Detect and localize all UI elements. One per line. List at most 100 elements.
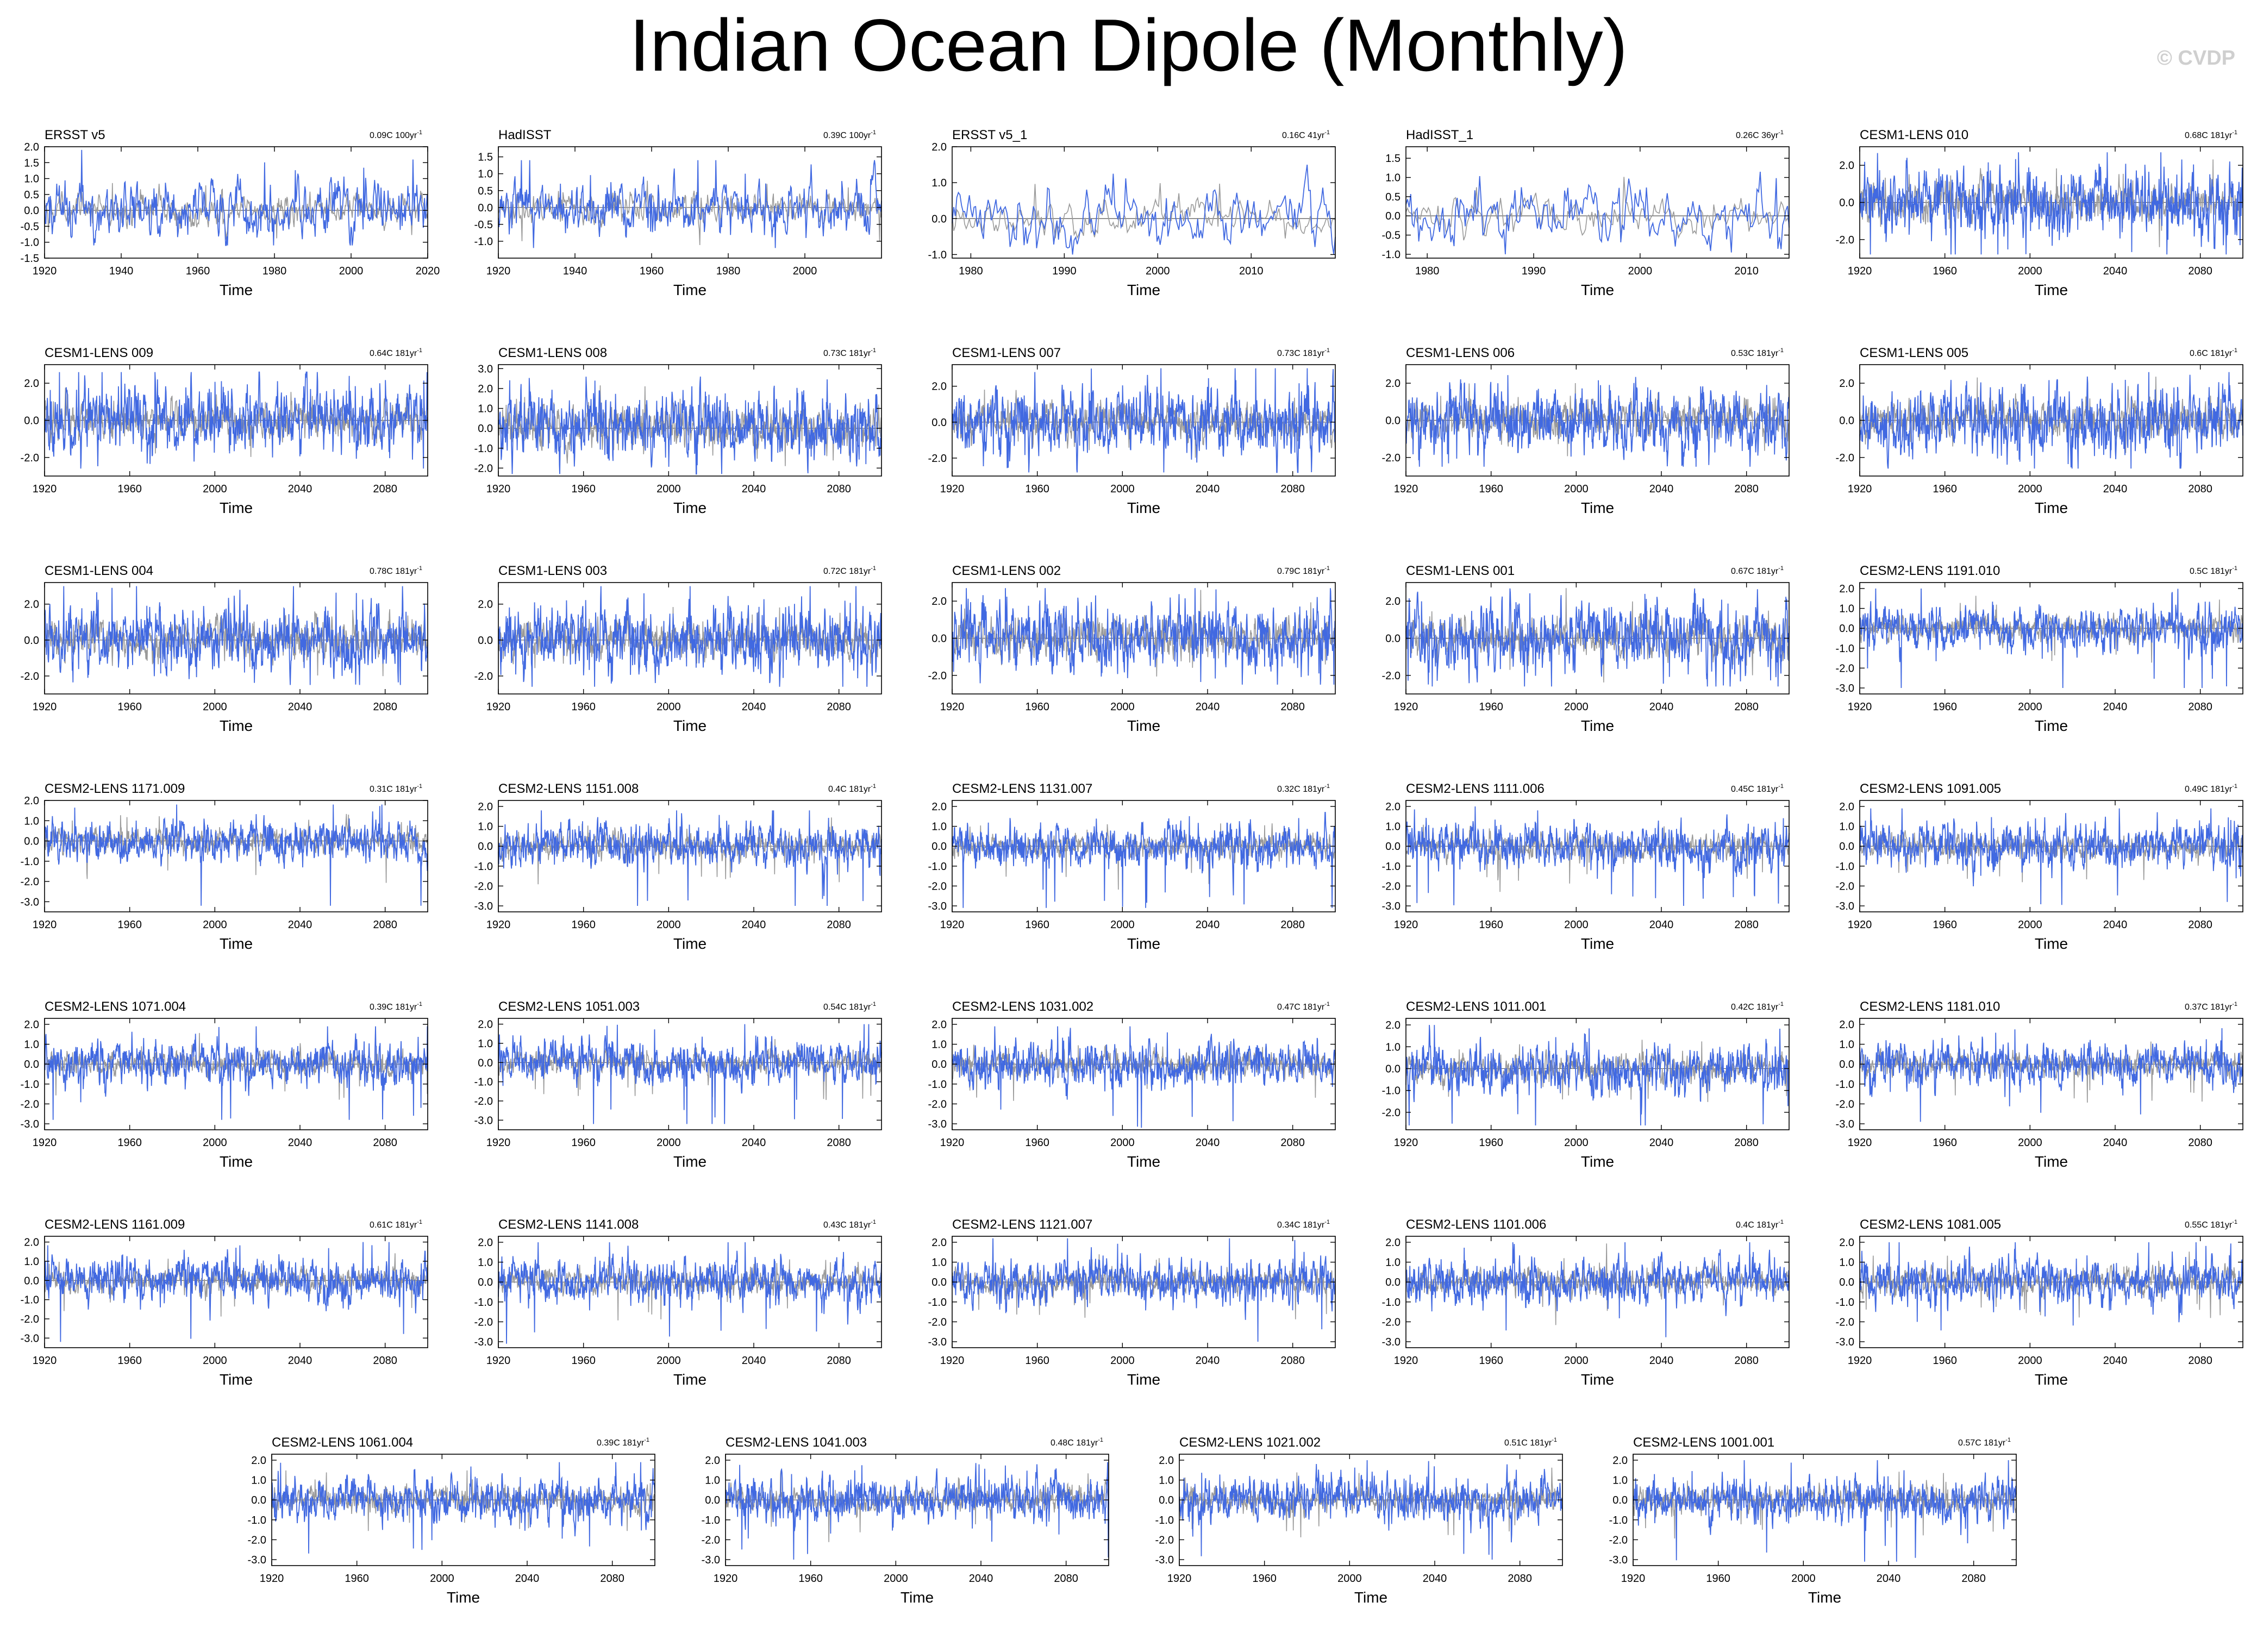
y-tick-label: 1.0	[1839, 821, 1854, 833]
y-tick-label: -2.0	[21, 1098, 39, 1110]
y-tick-label: 1.5	[478, 152, 493, 164]
y-tick-label: -1.0	[1382, 1085, 1401, 1097]
y-tick-label: -2.0	[928, 880, 947, 892]
y-tick-label: -1.0	[1836, 643, 1854, 655]
trend-label: 0.53C 181yr-1	[1731, 347, 1784, 358]
x-tick-label: 2040	[2103, 1355, 2128, 1367]
trend-label: 0.39C 181yr-1	[370, 1001, 422, 1012]
x-tick-label: 2080	[1508, 1573, 1532, 1585]
plot-frame	[725, 1454, 1109, 1566]
x-tick-label: 1960	[186, 265, 210, 277]
y-tick-label: 0.0	[931, 213, 947, 225]
trend-label: 0.57C 181yr-1	[1958, 1437, 2011, 1448]
x-tick-label: 2000	[203, 701, 227, 713]
x-tick-label: 2080	[373, 1137, 397, 1149]
x-tick-label: 1920	[486, 483, 511, 495]
x-axis-label: Time	[447, 1589, 480, 1606]
y-tick-label: -2.0	[21, 671, 39, 683]
plot-frame	[498, 1018, 882, 1130]
series-line	[952, 164, 1336, 255]
plot-frame	[44, 582, 428, 694]
panel-title: CESM2-LENS 1021.002	[1179, 1435, 1321, 1450]
y-tick-label: -3.0	[21, 1118, 39, 1130]
y-tick-label: 1.0	[931, 177, 947, 189]
x-tick-label: 1920	[940, 701, 965, 713]
y-tick-label: -2.0	[928, 670, 947, 682]
x-tick-label: 2040	[2103, 265, 2128, 277]
y-tick-label: -3.0	[21, 896, 39, 908]
x-tick-label: 2040	[1649, 483, 1674, 495]
panel-title: CESM1-LENS 007	[952, 346, 1061, 360]
x-tick-label: 1960	[1479, 1355, 1503, 1367]
plot-frame	[952, 146, 1336, 259]
y-tick-label: 1.0	[24, 1039, 39, 1051]
trend-label: 0.26C 36yr-1	[1736, 129, 1784, 140]
panel-title: CESM2-LENS 1121.007	[952, 1217, 1092, 1232]
y-tick-label: -2.0	[702, 1534, 720, 1546]
series-line	[498, 810, 882, 906]
panel-22: CESM2-LENS 1051.003 0.54C 181yr-1 -3.0 -2.0…	[474, 999, 882, 1170]
x-tick-label: 1960	[117, 919, 142, 931]
y-tick-label: 0.0	[1385, 415, 1401, 427]
x-tick-label: 2040	[288, 1355, 312, 1367]
panel-title: CESM2-LENS 1001.001	[1633, 1435, 1774, 1450]
y-tick-label: -2.0	[21, 1313, 39, 1325]
panel-26: CESM2-LENS 1161.009 0.61C 181yr-1 -3.0 -2.0…	[21, 1217, 428, 1388]
x-tick-label: 1960	[1479, 483, 1503, 495]
y-tick-label: -2.0	[474, 1096, 493, 1107]
y-tick-label: 2.0	[1839, 1019, 1854, 1031]
y-tick-label: -2.0	[1609, 1534, 1628, 1546]
x-tick-label: 2080	[1961, 1573, 1986, 1585]
y-tick-label: -1.0	[1382, 1297, 1401, 1309]
y-tick-label: -1.0	[248, 1515, 266, 1526]
series-line	[1859, 588, 2243, 689]
panel-title: CESM2-LENS 1061.004	[272, 1435, 413, 1450]
trend-label: 0.45C 181yr-1	[1731, 783, 1784, 794]
x-tick-label: 2080	[1280, 1355, 1305, 1367]
panel-18: CESM2-LENS 1131.007 0.32C 181yr-1 -3.0 -2.0…	[928, 781, 1336, 952]
y-tick-label: -2.0	[21, 876, 39, 888]
trend-label: 0.73C 181yr-1	[823, 347, 876, 358]
y-tick-label: -3.0	[1382, 1336, 1401, 1348]
y-tick-label: -2.0	[1382, 1316, 1401, 1328]
panel-title: ERSST v5	[45, 128, 105, 142]
plot-frame	[498, 582, 882, 694]
panel-title: CESM2-LENS 1131.007	[952, 781, 1092, 796]
y-tick-label: 0.0	[931, 841, 947, 853]
x-tick-label: 1920	[33, 483, 57, 495]
x-tick-label: 1920	[1848, 701, 1872, 713]
series-line	[1405, 375, 1790, 467]
x-tick-label: 1940	[563, 265, 587, 277]
x-tick-label: 2040	[2103, 919, 2128, 931]
panel-7: CESM1-LENS 008 0.73C 181yr-1 -2.0 -1.0 0.0 1.…	[474, 346, 882, 516]
x-tick-label: 2040	[288, 1137, 312, 1149]
y-tick-label: -1.0	[928, 861, 947, 873]
y-tick-label: 2.0	[1159, 1455, 1174, 1467]
x-tick-label: 1920	[486, 265, 511, 277]
series-line	[1859, 152, 2243, 255]
panel-12: CESM1-LENS 003 0.72C 181yr-1 -2.0 0.0 2.0 192…	[474, 564, 882, 734]
y-tick-label: -3.0	[474, 1336, 493, 1348]
x-tick-label: 2080	[1734, 483, 1759, 495]
x-tick-label: 1920	[33, 701, 57, 713]
panel-29: CESM2-LENS 1101.006 0.4C 181yr-1 -3.0 -2.0 -…	[1382, 1217, 1790, 1388]
y-tick-label: -2.0	[474, 880, 493, 892]
trend-label: 0.78C 181yr-1	[370, 565, 422, 576]
x-tick-label: 1990	[1052, 265, 1077, 277]
panel-title: CESM2-LENS 1191.010	[1860, 564, 2000, 578]
trend-label: 0.31C 181yr-1	[370, 783, 422, 794]
x-tick-label: 1960	[571, 483, 596, 495]
y-tick-label: -2.0	[928, 1316, 947, 1328]
y-tick-label: 2.0	[1839, 1237, 1854, 1249]
y-tick-label: -1.0	[928, 1079, 947, 1091]
panel-title: HadISST_1	[1406, 128, 1473, 142]
x-tick-label: 2080	[1280, 1137, 1305, 1149]
plot-frame	[44, 146, 428, 259]
trend-label: 0.68C 181yr-1	[2185, 129, 2237, 140]
panel-title: CESM2-LENS 1171.009	[45, 781, 185, 796]
x-axis-label: Time	[1354, 1589, 1387, 1606]
x-tick-label: 2000	[339, 265, 364, 277]
x-tick-label: 2080	[827, 919, 851, 931]
y-tick-label: 2.0	[1839, 583, 1854, 595]
